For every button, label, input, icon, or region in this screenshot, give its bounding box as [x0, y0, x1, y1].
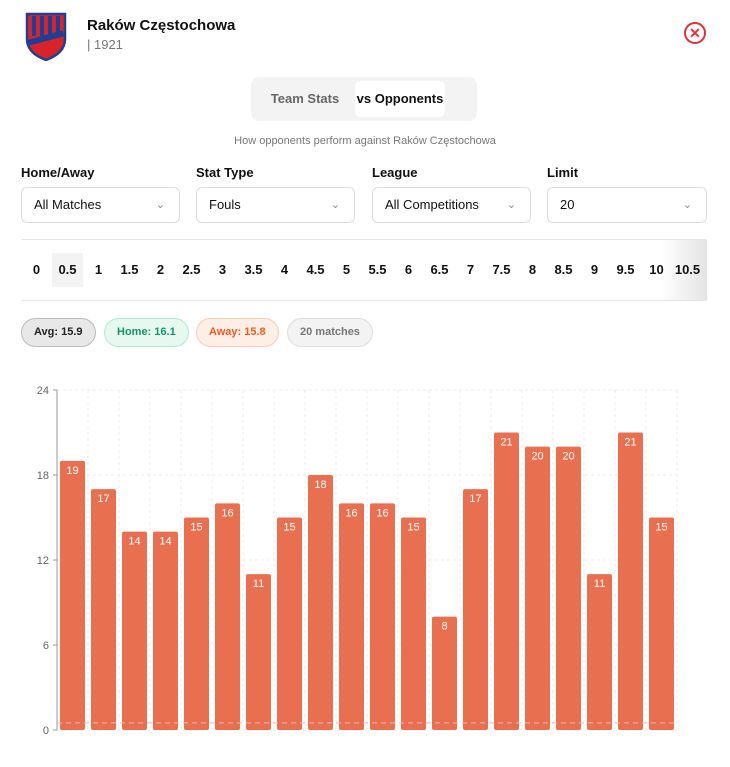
threshold-option[interactable]: 4	[280, 262, 289, 277]
stat-type-label: Stat Type	[196, 165, 254, 180]
matches-count-badge: 20 matches	[287, 318, 373, 347]
bar	[153, 531, 178, 730]
threshold-option[interactable]: 8	[528, 262, 537, 277]
bar-value-label: 8	[441, 621, 447, 633]
limit-select[interactable]: 20 ⌄	[547, 187, 707, 223]
chevron-down-icon: ⌄	[682, 199, 692, 211]
threshold-option[interactable]: 8.5	[554, 262, 573, 277]
bar	[339, 503, 364, 730]
threshold-option[interactable]: 5.5	[368, 262, 387, 277]
threshold-option[interactable]: 9.5	[616, 262, 635, 277]
limit-label: Limit	[547, 165, 579, 180]
home-away-value: All Matches	[34, 197, 102, 212]
home-away-select[interactable]: All Matches ⌄	[21, 187, 180, 223]
close-button[interactable]: ✕	[684, 22, 706, 44]
bar-value-label: 20	[531, 451, 543, 463]
y-tick-label: 12	[37, 555, 49, 567]
stat-type-value: Fouls	[209, 197, 241, 212]
team-logo	[24, 11, 68, 62]
bar	[370, 503, 395, 730]
home-away-label: Home/Away	[21, 165, 95, 180]
threshold-option[interactable]: 1.5	[120, 262, 139, 277]
y-tick-label: 24	[37, 385, 49, 397]
threshold-option[interactable]: 6.5	[430, 262, 449, 277]
bar-value-label: 14	[128, 536, 140, 548]
threshold-option[interactable]: 9	[590, 262, 599, 277]
bar	[246, 574, 271, 730]
bar	[463, 489, 488, 730]
bar	[649, 517, 674, 730]
bar-value-label: 18	[314, 479, 326, 491]
threshold-option[interactable]: 2.5	[182, 262, 201, 277]
bar	[556, 446, 581, 730]
threshold-option[interactable]: 0.5	[52, 253, 83, 287]
threshold-option[interactable]: 7.5	[492, 262, 511, 277]
bar-value-label: 15	[407, 522, 419, 534]
bar	[587, 574, 612, 730]
threshold-option[interactable]: 3.5	[244, 262, 263, 277]
bar-value-label: 20	[562, 451, 574, 463]
bar	[277, 517, 302, 730]
threshold-option[interactable]: 6	[404, 262, 413, 277]
league-label: League	[372, 165, 418, 180]
bar	[91, 489, 116, 730]
view-tabs: Team Stats vs Opponents	[251, 77, 477, 121]
threshold-option[interactable]: 10	[649, 262, 664, 277]
bar-value-label: 16	[221, 507, 233, 519]
bar	[525, 446, 550, 730]
league-select[interactable]: All Competitions ⌄	[372, 187, 531, 223]
bar	[60, 460, 85, 730]
y-tick-label: 18	[37, 470, 49, 482]
bar-value-label: 17	[469, 493, 481, 505]
league-value: All Competitions	[385, 197, 479, 212]
chevron-down-icon: ⌄	[506, 199, 516, 211]
chevron-down-icon: ⌄	[155, 199, 165, 211]
bar-value-label: 15	[655, 522, 667, 534]
bar-value-label: 21	[624, 437, 636, 449]
view-description: How opponents perform against Raków Częs…	[234, 135, 496, 147]
threshold-option[interactable]: 0	[32, 262, 41, 277]
bar-value-label: 11	[253, 578, 264, 590]
bar-value-label: 16	[376, 507, 388, 519]
threshold-selector: 0 0.5 1 1.5 2 2.5 3 3.5 4 4.5 5 5.5 6 6.5 7 7.5 8 8.5 9 9.5…	[21, 239, 707, 301]
bar-value-label: 17	[97, 493, 109, 505]
threshold-option[interactable]: 3	[218, 262, 227, 277]
bar	[215, 503, 240, 730]
y-tick-label: 6	[43, 640, 49, 652]
threshold-option[interactable]: 2	[156, 262, 165, 277]
threshold-option[interactable]: 10.5	[674, 262, 701, 277]
bar	[618, 432, 643, 730]
bar-value-label: 14	[159, 536, 171, 548]
limit-value: 20	[560, 197, 575, 212]
tab-team-stats[interactable]: Team Stats	[270, 91, 340, 106]
bar-value-label: 16	[345, 507, 357, 519]
bar	[184, 517, 209, 730]
threshold-option[interactable]: 7	[466, 262, 475, 277]
threshold-option[interactable]: 1	[94, 262, 103, 277]
bar	[122, 531, 147, 730]
fouls-bar-chart: 0 6 12 18 24 19 17 14 14 15 16 11 15 18 16 16 15 8 17 21 20 2…	[37, 385, 678, 737]
bar	[308, 475, 333, 730]
bar-value-label: 21	[500, 437, 512, 449]
y-tick-label: 0	[43, 725, 49, 737]
threshold-option[interactable]: 4.5	[306, 262, 325, 277]
threshold-option[interactable]: 5	[342, 262, 351, 277]
team-name: Raków Częstochowa	[87, 17, 236, 34]
bar	[401, 517, 426, 730]
bar-value-label: 19	[66, 465, 78, 477]
chevron-down-icon: ⌄	[330, 199, 340, 211]
bar-value-label: 11	[594, 578, 605, 590]
away-avg-badge: Away: 15.8	[196, 318, 279, 347]
stat-type-select[interactable]: Fouls ⌄	[196, 187, 355, 223]
tab-vs-opponents[interactable]: vs Opponents	[355, 81, 445, 117]
close-icon: ✕	[689, 25, 701, 41]
bar-value-label: 15	[190, 522, 202, 534]
team-founded: | 1921	[87, 37, 123, 52]
bar-value-label: 15	[283, 522, 295, 534]
bar	[494, 432, 519, 730]
bar	[432, 616, 457, 730]
avg-badge: Avg: 15.9	[21, 318, 96, 347]
home-avg-badge: Home: 16.1	[104, 318, 189, 347]
